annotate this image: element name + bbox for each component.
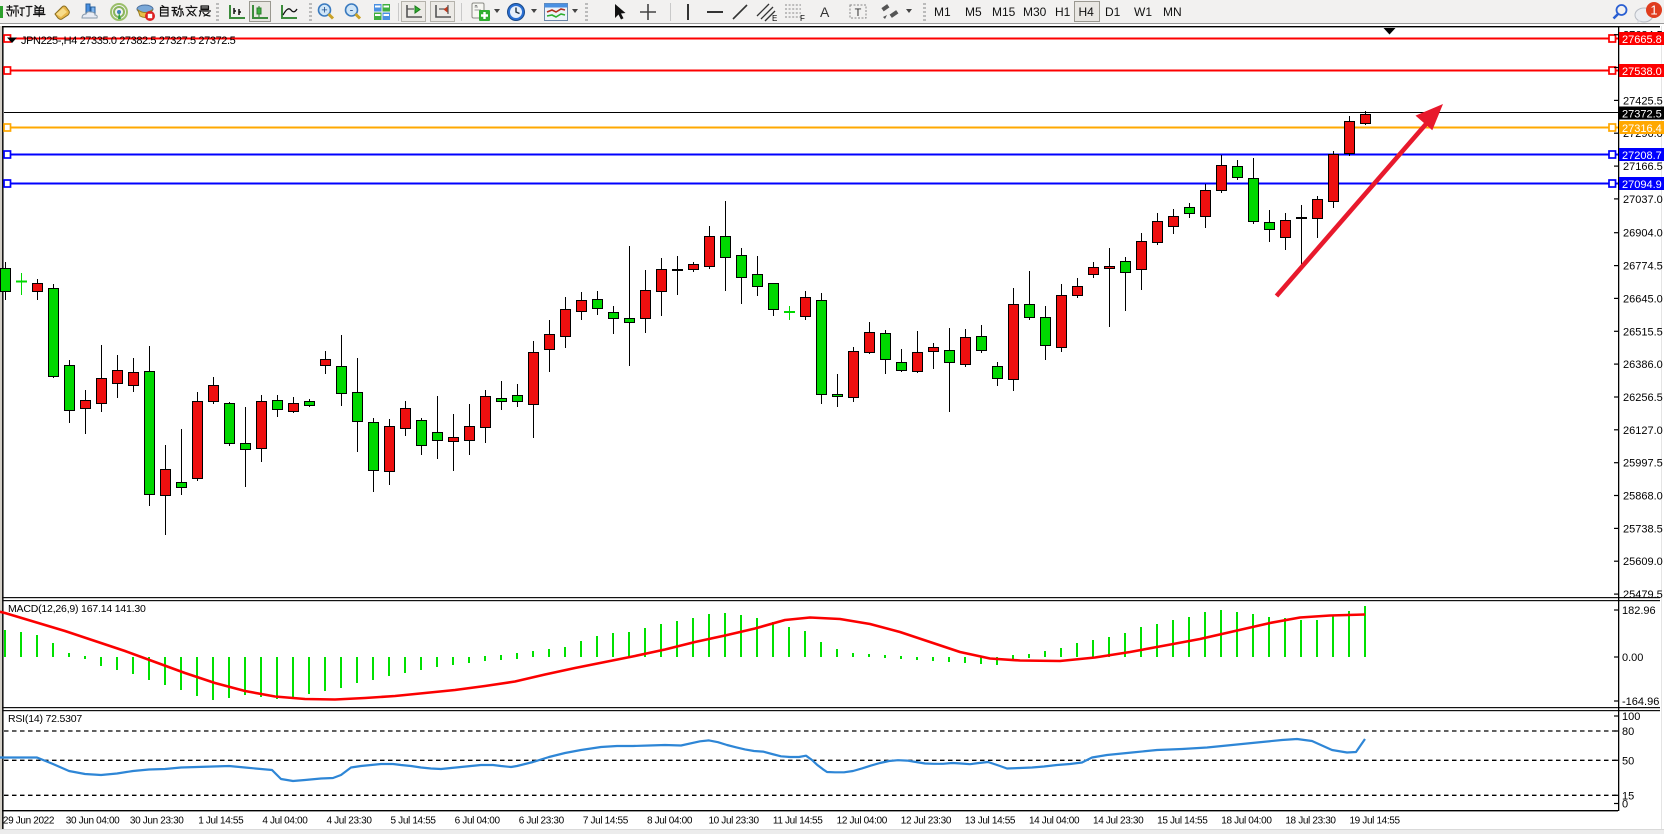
- svg-text:27538.0: 27538.0: [1622, 66, 1662, 78]
- svg-text:14 Jul 23:30: 14 Jul 23:30: [1093, 816, 1144, 827]
- svg-text:25738.5: 25738.5: [1623, 523, 1663, 535]
- svg-text:4 Jul 04:00: 4 Jul 04:00: [262, 816, 308, 827]
- svg-text:25609.0: 25609.0: [1623, 556, 1663, 568]
- svg-text:25997.5: 25997.5: [1623, 458, 1663, 470]
- svg-text:0: 0: [1622, 799, 1628, 811]
- svg-text:182.96: 182.96: [1622, 605, 1656, 617]
- svg-text:4 Jul 23:30: 4 Jul 23:30: [326, 816, 372, 827]
- svg-text:10 Jul 23:30: 10 Jul 23:30: [708, 816, 759, 827]
- svg-text:11 Jul 14:55: 11 Jul 14:55: [773, 816, 823, 827]
- svg-text:26515.5: 26515.5: [1623, 326, 1663, 338]
- svg-text:15: 15: [1622, 790, 1634, 802]
- svg-text:6 Jul 04:00: 6 Jul 04:00: [455, 816, 501, 827]
- svg-text:30 Jun 04:00: 30 Jun 04:00: [66, 816, 120, 827]
- svg-text:-: -: [350, 5, 354, 17]
- svg-text:1: 1: [1650, 3, 1657, 18]
- svg-text:12 Jul 23:30: 12 Jul 23:30: [901, 816, 952, 827]
- svg-text:RSI(14) 72.5307: RSI(14) 72.5307: [8, 713, 82, 725]
- svg-text:1 Jul 14:55: 1 Jul 14:55: [198, 816, 244, 827]
- svg-text:F: F: [800, 14, 805, 22]
- svg-text:26256.5: 26256.5: [1623, 392, 1663, 404]
- svg-text:27425.5: 27425.5: [1623, 95, 1663, 107]
- svg-text:27037.0: 27037.0: [1623, 194, 1663, 206]
- svg-text:T: T: [855, 7, 862, 19]
- svg-text:26127.0: 26127.0: [1623, 425, 1663, 437]
- svg-text:26774.5: 26774.5: [1623, 261, 1663, 273]
- svg-text:26386.0: 26386.0: [1623, 359, 1663, 371]
- svg-text:8 Jul 04:00: 8 Jul 04:00: [647, 816, 693, 827]
- svg-text:MACD(12,26,9) 167.14 141.30: MACD(12,26,9) 167.14 141.30: [8, 603, 146, 615]
- svg-text:25479.5: 25479.5: [1623, 589, 1663, 601]
- svg-text:18 Jul 04:00: 18 Jul 04:00: [1221, 816, 1272, 827]
- svg-text:14 Jul 04:00: 14 Jul 04:00: [1029, 816, 1080, 827]
- svg-text:100: 100: [1622, 711, 1640, 723]
- svg-text:27372.5: 27372.5: [1622, 109, 1662, 121]
- svg-text:6 Jul 23:30: 6 Jul 23:30: [519, 816, 565, 827]
- svg-text:13 Jul 14:55: 13 Jul 14:55: [965, 816, 1016, 827]
- svg-text:27208.7: 27208.7: [1622, 150, 1662, 162]
- svg-text:+: +: [321, 5, 327, 17]
- svg-text:27166.5: 27166.5: [1623, 161, 1663, 173]
- svg-text:0.00: 0.00: [1622, 652, 1643, 664]
- svg-text:26904.0: 26904.0: [1623, 228, 1663, 240]
- svg-text:7 Jul 14:55: 7 Jul 14:55: [583, 816, 629, 827]
- svg-text:50: 50: [1622, 755, 1634, 767]
- svg-text:27665.8: 27665.8: [1622, 34, 1662, 46]
- svg-text:27094.9: 27094.9: [1622, 179, 1662, 191]
- svg-text:-164.96: -164.96: [1622, 696, 1659, 708]
- svg-text:15 Jul 14:55: 15 Jul 14:55: [1157, 816, 1208, 827]
- svg-text:29 Jun 2022: 29 Jun 2022: [3, 816, 55, 827]
- svg-text:26645.0: 26645.0: [1623, 293, 1663, 305]
- svg-text:12 Jul 04:00: 12 Jul 04:00: [837, 816, 888, 827]
- svg-text:25868.0: 25868.0: [1623, 491, 1663, 503]
- svg-text:18 Jul 23:30: 18 Jul 23:30: [1285, 816, 1336, 827]
- svg-text:19 Jul 14:55: 19 Jul 14:55: [1349, 816, 1400, 827]
- svg-text:27316.4: 27316.4: [1622, 123, 1662, 135]
- svg-text:JPN225-,H4 27335.0 27382.5 27: JPN225-,H4 27335.0 27382.5 27327.5 27372…: [21, 35, 236, 47]
- svg-text:30 Jun 23:30: 30 Jun 23:30: [130, 816, 184, 827]
- svg-text:80: 80: [1622, 726, 1634, 738]
- svg-text:5 Jul 14:55: 5 Jul 14:55: [391, 816, 437, 827]
- svg-text:E: E: [772, 14, 777, 22]
